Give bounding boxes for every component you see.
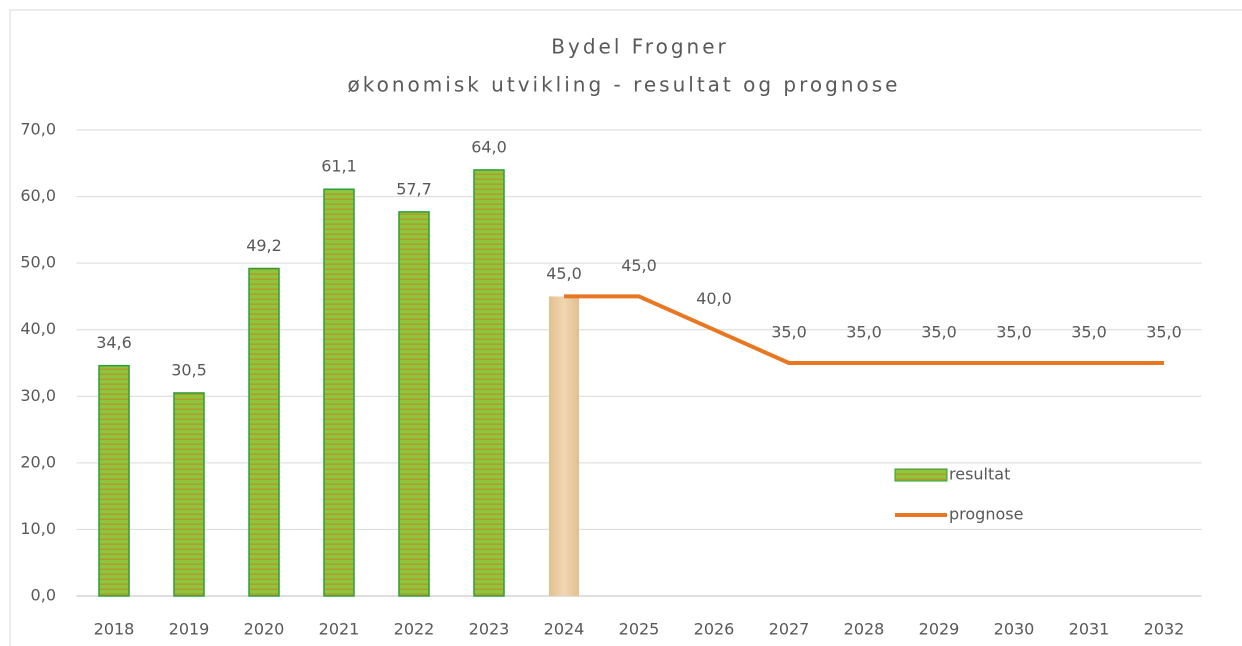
bar bbox=[398, 211, 430, 597]
bar bbox=[98, 364, 130, 597]
y-tick-label: 20,0 bbox=[20, 452, 56, 471]
chart-subtitle: økonomisk utvikling - resultat og progno… bbox=[348, 73, 901, 97]
x-tick-label: 2026 bbox=[694, 620, 735, 639]
y-tick-label: 50,0 bbox=[20, 253, 56, 272]
x-tick-label: 2025 bbox=[619, 620, 660, 639]
data-label: 35,0 bbox=[1146, 323, 1182, 342]
y-tick-label: 10,0 bbox=[20, 519, 56, 538]
y-tick-label: 0,0 bbox=[31, 586, 56, 605]
y-tick-label: 30,0 bbox=[20, 386, 56, 405]
x-tick-label: 2020 bbox=[244, 620, 285, 639]
data-label: 35,0 bbox=[846, 323, 882, 342]
chart-border bbox=[9, 9, 1242, 646]
x-tick-label: 2024 bbox=[544, 620, 585, 639]
bar bbox=[248, 267, 280, 597]
data-label: 30,5 bbox=[171, 360, 207, 379]
x-tick-label: 2030 bbox=[994, 620, 1035, 639]
legend-label: prognose bbox=[949, 505, 1023, 524]
x-tick-label: 2032 bbox=[1144, 620, 1185, 639]
x-tick-label: 2028 bbox=[844, 620, 885, 639]
data-label: 35,0 bbox=[921, 323, 957, 342]
x-tick-label: 2021 bbox=[319, 620, 360, 639]
bar bbox=[473, 169, 505, 597]
y-tick-label: 40,0 bbox=[20, 319, 56, 338]
bar bbox=[323, 188, 355, 597]
data-label: 45,0 bbox=[546, 264, 582, 283]
x-tick-label: 2019 bbox=[169, 620, 210, 639]
x-tick-label: 2031 bbox=[1069, 620, 1110, 639]
y-tick-label: 70,0 bbox=[20, 120, 56, 139]
data-label: 57,7 bbox=[396, 179, 432, 198]
x-tick-label: 2029 bbox=[919, 620, 960, 639]
x-tick-label: 2022 bbox=[394, 620, 435, 639]
line bbox=[564, 294, 1164, 365]
x-tick-label: 2027 bbox=[769, 620, 810, 639]
data-label: 35,0 bbox=[996, 323, 1032, 342]
data-label: 45,0 bbox=[621, 256, 657, 275]
x-tick-label: 2018 bbox=[94, 620, 135, 639]
data-label: 61,1 bbox=[321, 157, 357, 176]
bar bbox=[173, 392, 205, 597]
x-tick-label: 2023 bbox=[469, 620, 510, 639]
data-label: 40,0 bbox=[696, 289, 732, 308]
data-label: 34,6 bbox=[96, 333, 132, 352]
y-tick-label: 60,0 bbox=[20, 186, 56, 205]
bar bbox=[549, 296, 579, 596]
chart-title: Bydel Frogner bbox=[551, 35, 728, 59]
legend-label: resultat bbox=[949, 465, 1010, 484]
data-label: 49,2 bbox=[246, 236, 282, 255]
data-label: 35,0 bbox=[771, 323, 807, 342]
legend-swatch bbox=[894, 468, 948, 482]
data-label: 64,0 bbox=[471, 137, 507, 156]
data-label: 35,0 bbox=[1071, 323, 1107, 342]
